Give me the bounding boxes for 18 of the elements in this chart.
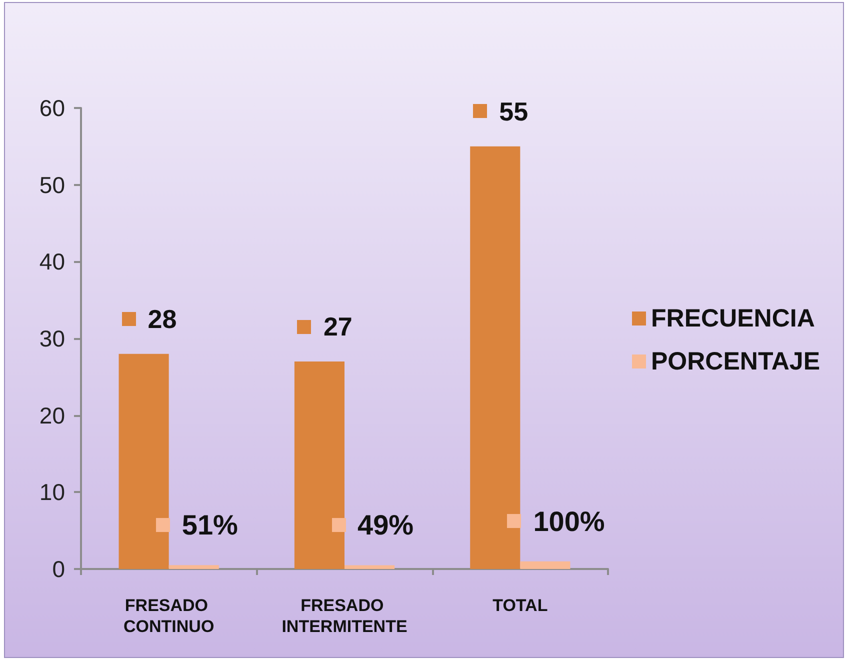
y-tick-label: 60 xyxy=(39,95,65,121)
y-tick-label: 50 xyxy=(39,172,65,198)
y-tick-label: 40 xyxy=(39,248,65,275)
data-label: 100% xyxy=(533,506,605,537)
x-tick-label: FRESADO CONTINUO xyxy=(123,596,214,636)
legend-label: FRECUENCIA xyxy=(651,304,815,332)
y-tick-label: 10 xyxy=(39,479,65,506)
x-tick-label: TOTAL xyxy=(492,596,548,615)
y-tick-label: 30 xyxy=(39,326,65,352)
data-label: 51% xyxy=(182,510,238,541)
legend-label: PORCENTAJE xyxy=(651,348,820,376)
data-label: 27 xyxy=(323,312,352,342)
data-label: 49% xyxy=(358,510,414,541)
x-tick-label: FRESADO INTERMITENTE xyxy=(282,596,408,636)
y-tick-label: 20 xyxy=(39,402,65,428)
data-label: 55 xyxy=(499,96,528,126)
data-label: 28 xyxy=(148,304,177,334)
y-tick-label: 0 xyxy=(52,556,65,582)
